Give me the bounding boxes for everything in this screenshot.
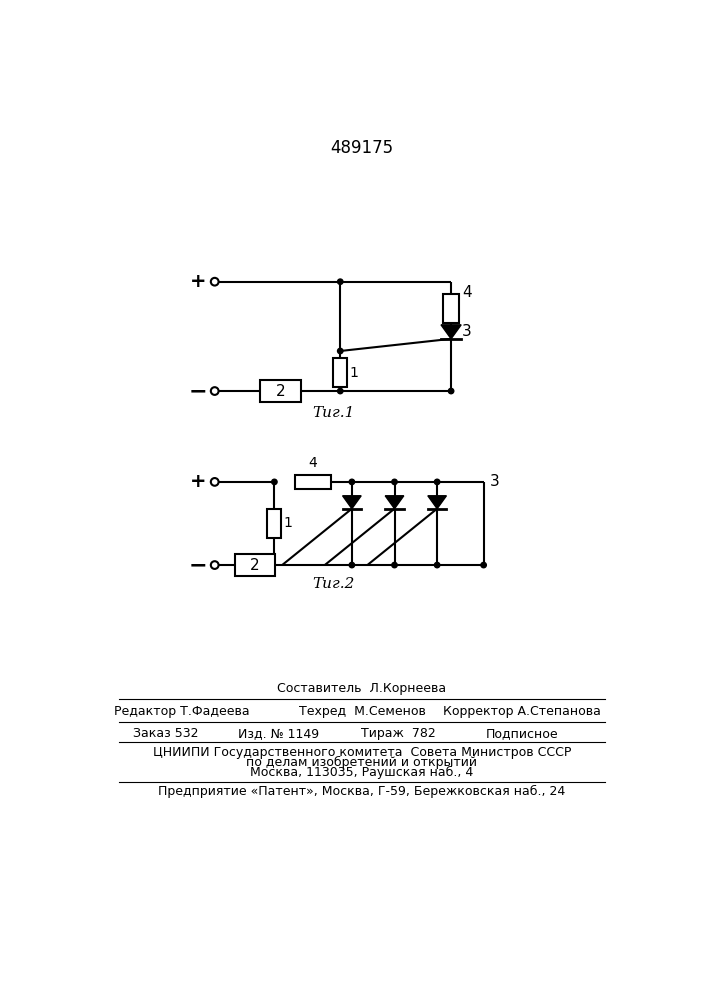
Circle shape — [434, 479, 440, 485]
Text: 4: 4 — [309, 456, 317, 470]
Circle shape — [434, 562, 440, 568]
Text: Заказ 532: Заказ 532 — [133, 727, 199, 740]
Circle shape — [349, 562, 355, 568]
Text: 1: 1 — [284, 516, 293, 530]
Text: Редактор Т.Фадеева: Редактор Т.Фадеева — [114, 705, 249, 718]
Text: 489175: 489175 — [330, 139, 394, 157]
Text: 2: 2 — [276, 384, 286, 399]
Text: 2: 2 — [250, 558, 259, 573]
Text: +: + — [189, 472, 206, 491]
Text: по делам изобретений и открытий: по делам изобретений и открытий — [247, 756, 477, 769]
Text: Изд. № 1149: Изд. № 1149 — [238, 727, 319, 740]
Circle shape — [337, 348, 343, 354]
Bar — [443, 294, 459, 323]
Polygon shape — [385, 496, 404, 509]
Text: ЦНИИПИ Государственного комитета  Совета Министров СССР: ЦНИИПИ Государственного комитета Совета … — [153, 746, 571, 759]
Circle shape — [271, 479, 277, 485]
Text: Тираж  782: Тираж 782 — [361, 727, 436, 740]
Circle shape — [392, 562, 397, 568]
Circle shape — [211, 387, 218, 395]
Text: Τиг.1: Τиг.1 — [312, 406, 354, 420]
Text: Москва, 113035, Раушская наб., 4: Москва, 113035, Раушская наб., 4 — [250, 766, 474, 779]
Circle shape — [349, 479, 355, 485]
Polygon shape — [441, 325, 461, 339]
Circle shape — [211, 561, 218, 569]
Text: Составитель  Л.Корнеева: Составитель Л.Корнеева — [277, 682, 447, 695]
Text: 4: 4 — [462, 285, 472, 300]
Bar — [267, 509, 281, 538]
Text: 3: 3 — [462, 324, 472, 339]
Text: +: + — [189, 272, 206, 291]
Polygon shape — [343, 496, 361, 509]
Circle shape — [337, 388, 343, 394]
Text: 1: 1 — [349, 366, 358, 380]
Text: Подписное: Подписное — [486, 727, 559, 740]
Text: Техред  М.Семенов: Техред М.Семенов — [298, 705, 426, 718]
Text: 3: 3 — [490, 474, 500, 489]
Bar — [333, 358, 347, 387]
Circle shape — [481, 562, 486, 568]
Text: −: − — [188, 381, 207, 401]
Circle shape — [448, 388, 454, 394]
Text: −: − — [188, 555, 207, 575]
Bar — [260, 380, 300, 402]
Circle shape — [337, 279, 343, 284]
Bar — [296, 475, 331, 489]
Circle shape — [392, 479, 397, 485]
Polygon shape — [428, 496, 446, 509]
Text: Предприятие «Патент», Москва, Г-59, Бережковская наб., 24: Предприятие «Патент», Москва, Г-59, Бере… — [158, 785, 566, 798]
Bar — [235, 554, 275, 576]
Circle shape — [211, 478, 218, 486]
Text: Корректор А.Степанова: Корректор А.Степанова — [443, 705, 602, 718]
Text: Τиг.2: Τиг.2 — [312, 577, 354, 591]
Circle shape — [211, 278, 218, 286]
